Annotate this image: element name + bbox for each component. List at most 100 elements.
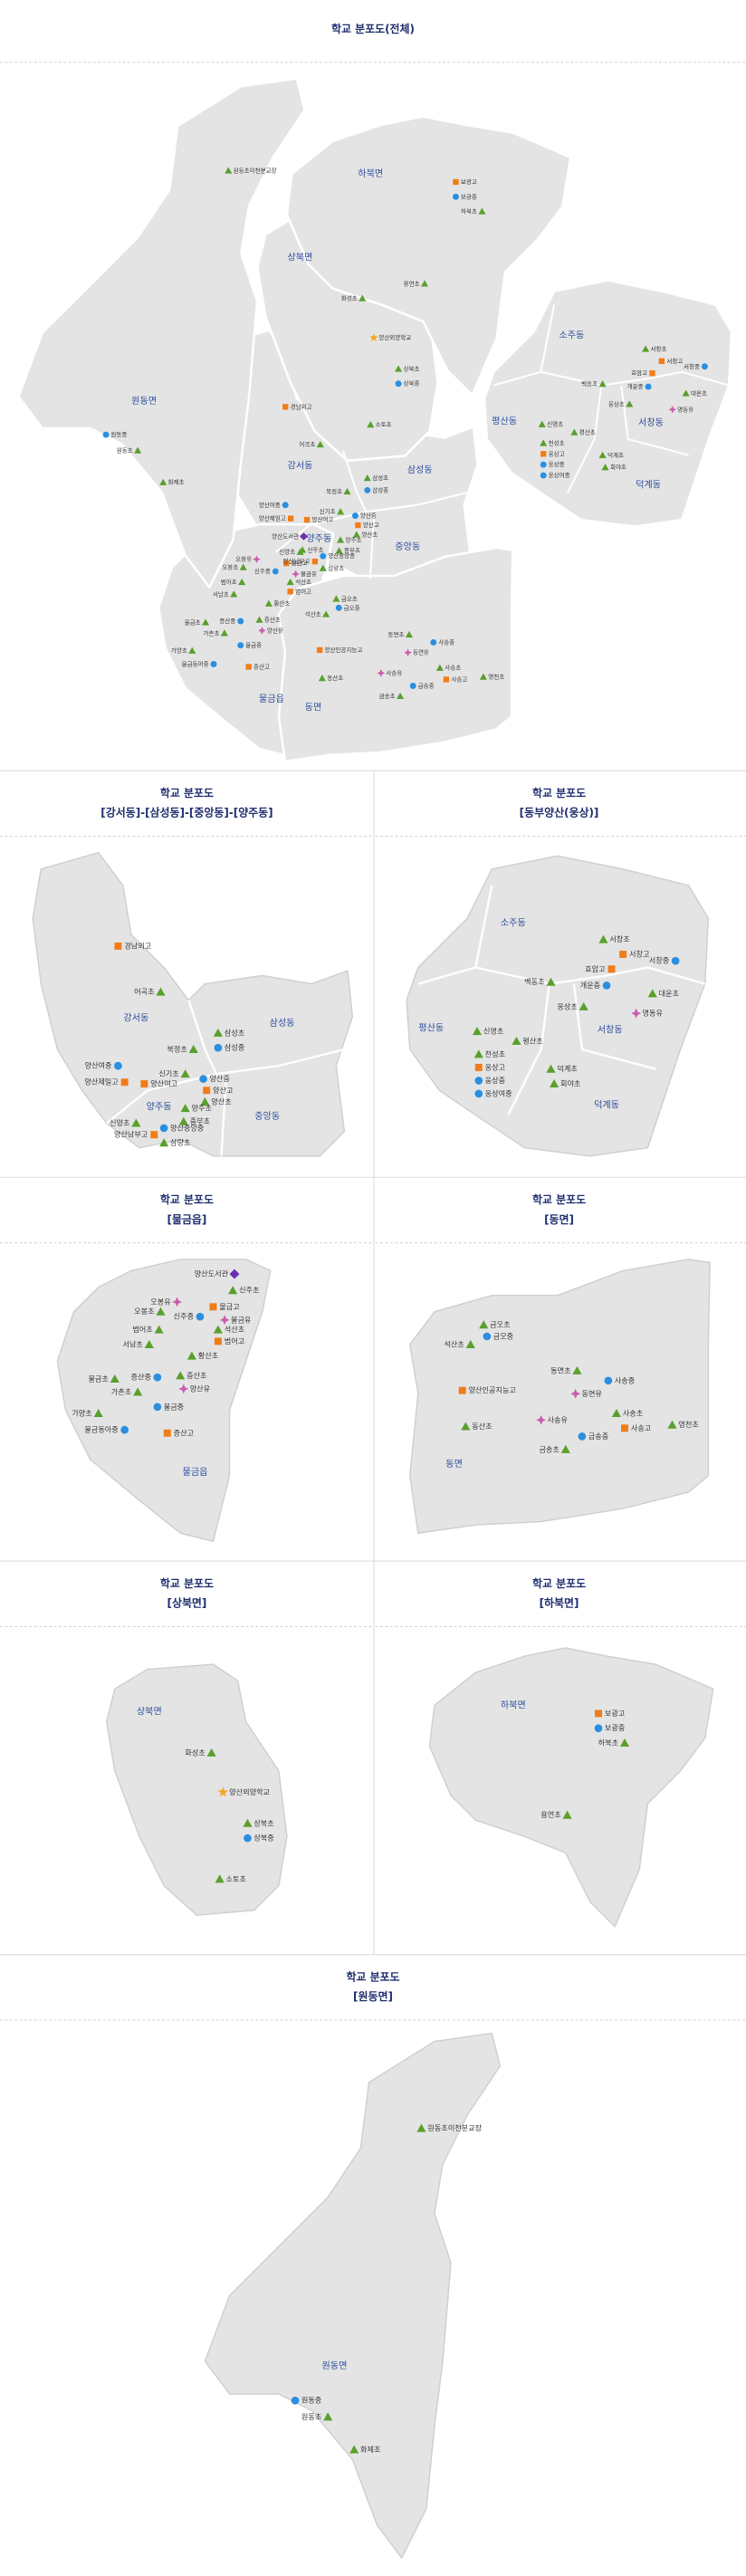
school-marker (619, 950, 627, 958)
school-label: 증산초 (186, 1371, 207, 1380)
school-marker (397, 692, 405, 699)
overview-school-label: 동면유 (413, 648, 429, 656)
school-marker (461, 1422, 471, 1431)
school-label: 물금동아중 (84, 1425, 119, 1434)
overview-school-label: 원동중 (110, 430, 127, 438)
school-marker (409, 683, 416, 689)
school-label: 서창고 (629, 949, 650, 958)
school-marker (244, 1834, 252, 1843)
overview-school-label: 삼성중 (372, 485, 388, 493)
school-marker (272, 568, 279, 575)
overview-areas (17, 77, 733, 763)
school-label: 대운초 (659, 989, 680, 998)
school-marker (598, 380, 607, 388)
school-label: 서남초 (122, 1339, 143, 1348)
overview-school-label: 양산여중 (259, 501, 281, 509)
school-label: 금송중 (588, 1432, 609, 1441)
overview-school-label: 증산초 (264, 616, 281, 624)
school-label: 물금고 (219, 1302, 240, 1311)
school-marker (416, 2123, 426, 2132)
school-marker (140, 1080, 148, 1088)
school-label: 양산초 (211, 1096, 232, 1106)
school-marker (601, 464, 609, 471)
school-marker (144, 1339, 154, 1348)
overview-school-label: 보광중 (461, 193, 477, 200)
school-marker (186, 1351, 196, 1360)
overview-region-label: 원동면 (131, 396, 157, 407)
school-label: 사송중 (615, 1375, 636, 1384)
school-marker (546, 1064, 556, 1073)
school-marker (237, 642, 244, 649)
school-label: 양산고 (213, 1086, 234, 1095)
school-marker (172, 1297, 183, 1307)
overview-school-label: 신기초 (320, 507, 336, 515)
overview-school-label: 증산중 (219, 617, 235, 625)
overview-region-label: 동면 (305, 702, 322, 713)
dividers (0, 62, 746, 2021)
overview-school-label: 신양초 (279, 548, 295, 556)
school-marker (667, 1420, 677, 1429)
school-marker (322, 610, 330, 618)
school-marker (474, 1089, 483, 1098)
overview-school-label: 금송중 (418, 682, 435, 689)
school-marker (364, 486, 371, 493)
school-marker (369, 333, 378, 342)
school-marker (110, 1374, 120, 1383)
school-label: 동산초 (472, 1422, 493, 1431)
school-marker (200, 1096, 210, 1106)
overview-school-label: 영천초 (488, 673, 504, 681)
district-area (32, 851, 354, 1157)
overview-school-label: 화성초 (341, 294, 358, 302)
overview-school-label: 물금중 (245, 642, 262, 649)
district-border (474, 966, 706, 985)
school-marker (465, 1339, 475, 1348)
school-marker (245, 664, 252, 670)
school-marker (607, 965, 616, 973)
overview-title: 학교 분포도(전체) (331, 22, 415, 35)
overview-school-label: 회야초 (610, 463, 626, 471)
overview-school-label: 증산고 (253, 662, 270, 670)
school-marker (225, 167, 233, 174)
overview-school-label: 양산고 (363, 521, 379, 529)
school-marker (572, 1365, 582, 1374)
school-label: 신양초 (110, 1118, 130, 1127)
overview-school-label: 금오중 (344, 604, 360, 611)
school-marker (337, 536, 345, 543)
overview-school-label: 양산외양학교 (378, 333, 411, 341)
school-marker (178, 1384, 189, 1394)
overview-school-label: 상북중 (404, 379, 420, 388)
map-subtitle: [상북면] (167, 1596, 207, 1610)
overview-school-label: 원동초 (117, 446, 133, 455)
overview-school-label: 범어초 (221, 578, 237, 586)
school-marker (156, 987, 166, 996)
school-label: 용연초 (540, 1810, 561, 1819)
school-marker (343, 487, 351, 495)
overview-school-label: 신명초 (547, 420, 563, 428)
map-subtitle: [물금읍] (167, 1212, 207, 1226)
school-marker (359, 294, 367, 302)
overview-school-label: 웅상중 (549, 460, 565, 468)
overview-school-label: 양산초 (361, 530, 378, 538)
school-marker (626, 400, 634, 407)
school-marker (367, 420, 375, 428)
overview-school-label: 금오초 (341, 595, 358, 602)
school-label: 동면초 (550, 1365, 571, 1374)
school-label: 웅상중 (485, 1076, 506, 1085)
school-label: 양산외양학교 (229, 1787, 270, 1796)
school-marker (219, 1315, 230, 1326)
overview-school-label: 신주초 (307, 545, 323, 553)
school-label: 북정초 (167, 1045, 187, 1054)
overview-school-label: 물금고 (292, 560, 308, 567)
school-marker (540, 472, 547, 479)
school-marker (405, 630, 414, 638)
school-marker (598, 451, 607, 458)
school-marker (363, 474, 371, 482)
school-label: 하북초 (598, 1738, 619, 1748)
school-label: 금송초 (539, 1444, 560, 1453)
school-marker (203, 1087, 211, 1095)
overview-region-label: 양주동 (306, 533, 331, 544)
overview-school-label: 가양초 (171, 646, 187, 655)
school-label: 평산초 (522, 1036, 543, 1045)
